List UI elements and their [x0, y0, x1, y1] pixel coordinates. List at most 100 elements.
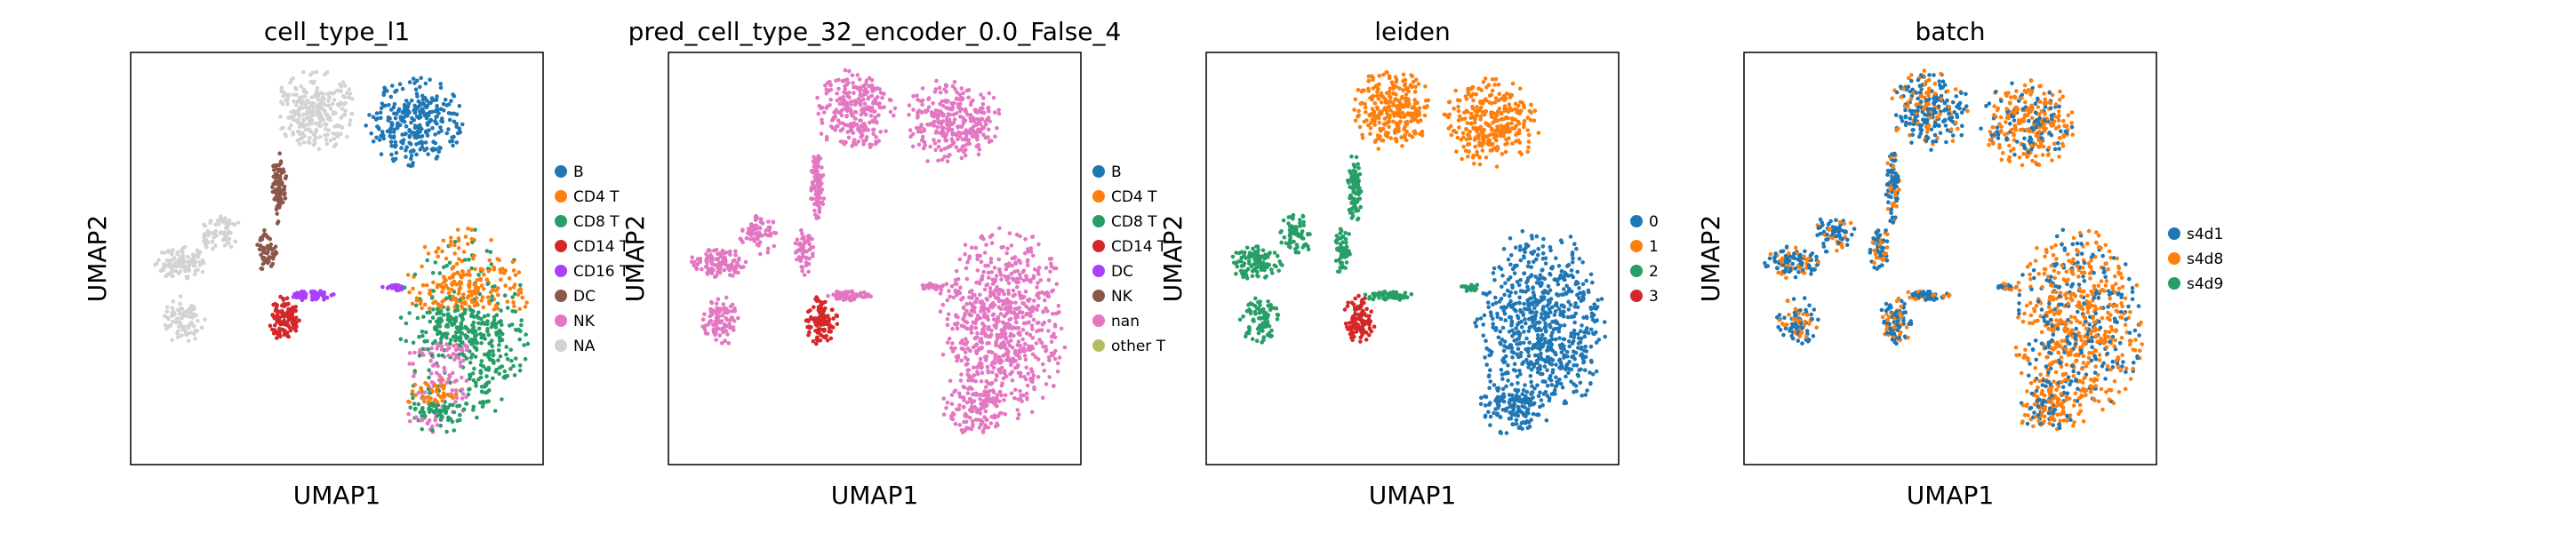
scatter-point	[957, 257, 963, 262]
scatter-point	[418, 123, 422, 129]
scatter-point	[1055, 361, 1060, 366]
scatter-point	[828, 82, 833, 87]
scatter-point	[485, 327, 490, 331]
scatter-point	[436, 246, 441, 251]
scatter-point	[728, 249, 732, 254]
scatter-point	[156, 258, 161, 263]
scatter-point	[512, 373, 517, 378]
scatter-point	[466, 226, 470, 231]
scatter-point	[467, 387, 471, 392]
scatter-point	[1470, 104, 1475, 109]
scatter-point	[497, 371, 501, 377]
scatter-point	[1477, 162, 1483, 167]
scatter-point	[308, 290, 314, 295]
scatter-point	[419, 386, 423, 391]
scatter-point	[758, 251, 763, 257]
scatter-point	[1052, 266, 1057, 271]
scatter-point	[452, 251, 457, 256]
scatter-point	[348, 91, 353, 96]
scatter-point	[492, 409, 498, 413]
scatter-point	[402, 285, 407, 290]
scatter-point	[518, 329, 523, 334]
scatter-point	[760, 233, 764, 238]
scatter-point	[835, 91, 839, 96]
scatter-point	[963, 118, 968, 123]
scatter-point	[955, 326, 960, 331]
scatter-point	[485, 295, 491, 300]
scatter-point	[1446, 99, 1452, 105]
scatter-point	[840, 100, 845, 105]
scatter-point	[1492, 99, 1498, 105]
scatter-point	[479, 359, 484, 363]
scatter-point	[981, 96, 986, 100]
scatter-point	[407, 129, 412, 133]
scatter-point	[986, 270, 991, 275]
scatter-point	[1027, 306, 1031, 311]
scatter-point	[414, 296, 420, 301]
scatter-point	[503, 374, 508, 379]
scatter-point	[448, 374, 452, 379]
scatter-point	[1510, 126, 1515, 131]
scatter-point	[305, 98, 310, 103]
scatter-point	[741, 265, 746, 269]
scatter-point	[808, 308, 812, 313]
scatter-point	[853, 84, 858, 90]
scatter-point	[1425, 104, 1429, 108]
scatter-point	[391, 158, 396, 163]
scatter-point	[992, 110, 997, 115]
scatter-point	[1501, 93, 1507, 99]
scatter-point	[1248, 301, 1253, 306]
scatter-point	[1464, 137, 1469, 142]
scatter-point	[951, 141, 956, 147]
scatter-point	[408, 149, 413, 154]
scatter-point	[470, 322, 475, 328]
scatter-point	[178, 294, 183, 298]
scatter-point	[1046, 277, 1052, 282]
scatter-point	[1364, 110, 1368, 115]
scatter-point	[428, 77, 432, 82]
scatter-point	[214, 234, 219, 238]
scatter-point	[1018, 309, 1022, 314]
scatter-point	[961, 295, 965, 300]
scatter-point	[1244, 309, 1250, 314]
scatter-point	[960, 144, 965, 149]
scatter-point	[438, 316, 444, 321]
scatter-point	[409, 98, 414, 103]
scatter-point	[416, 390, 421, 395]
scatter-point	[964, 400, 970, 405]
scatter-point	[1353, 118, 1358, 123]
scatter-point	[721, 328, 725, 333]
scatter-point	[1453, 88, 1458, 93]
scatter-point	[986, 370, 990, 375]
scatter-point	[959, 372, 964, 377]
scatter-point	[260, 266, 265, 272]
scatter-point	[1244, 334, 1248, 339]
scatter-point	[1052, 324, 1058, 329]
scatter-point	[444, 283, 449, 288]
scatter-point	[980, 419, 985, 425]
scatter-point	[486, 368, 491, 372]
scatter-point	[919, 130, 924, 134]
scatter-point	[1468, 94, 1474, 99]
scatter-point	[857, 96, 861, 101]
scatter-point	[1288, 230, 1293, 235]
scatter-point	[799, 265, 804, 269]
scatter-point	[1486, 83, 1492, 87]
scatter-point	[978, 396, 982, 402]
scatter-point	[1487, 123, 1492, 129]
scatter-point	[456, 246, 461, 251]
scatter-point	[1013, 320, 1019, 324]
scatter-point	[232, 222, 237, 227]
scatter-point	[454, 261, 460, 266]
scatter-point	[795, 249, 800, 253]
scatter-point	[831, 316, 836, 321]
scatter-point	[1022, 251, 1028, 256]
scatter-point	[1250, 274, 1255, 279]
scatter-point	[382, 86, 388, 91]
scatter-point	[180, 259, 185, 264]
scatter-point	[996, 291, 1001, 297]
scatter-point	[996, 358, 1001, 363]
scatter-point	[419, 299, 423, 304]
scatter-point	[393, 115, 398, 121]
scatter-point	[733, 249, 738, 254]
